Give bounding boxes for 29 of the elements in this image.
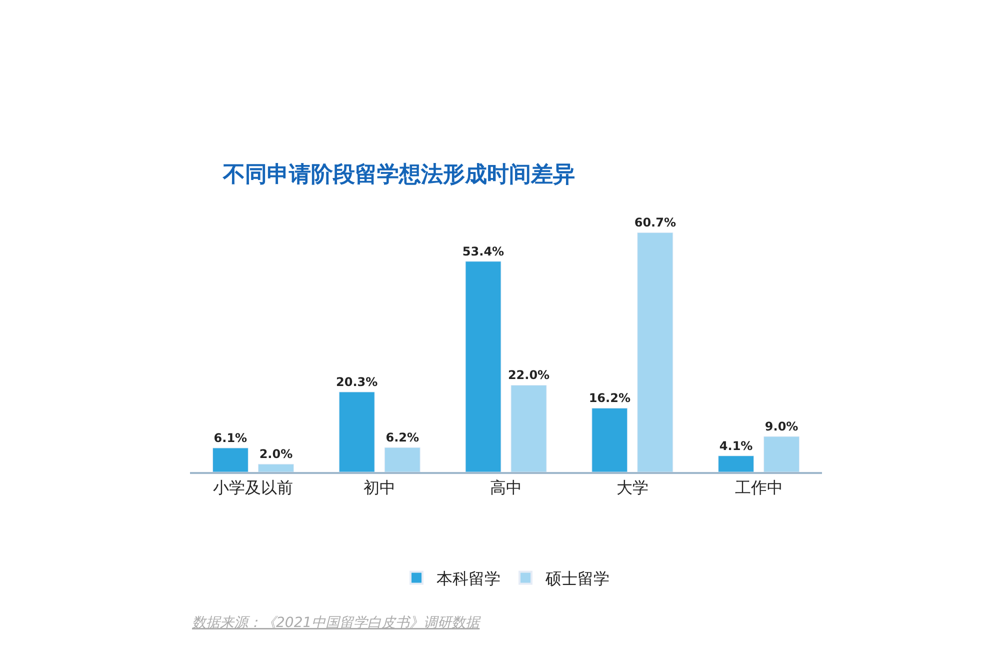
bar — [637, 232, 674, 472]
bar — [764, 436, 800, 472]
x-tick-label: 高中 — [490, 478, 522, 498]
chart-title: 不同申请阶段留学想法形成时间差异 — [222, 162, 576, 188]
x-tick-label: 大学 — [616, 478, 648, 498]
bar — [465, 261, 502, 472]
source-note: 数据来源：《2021中国留学白皮书》调研数据 — [192, 615, 482, 631]
legend-label: 硕士留学 — [544, 568, 610, 588]
data-label: 22.0% — [508, 368, 550, 382]
legend-label: 本科留学 — [436, 568, 500, 588]
bar — [384, 447, 420, 472]
bar — [592, 408, 628, 472]
bar — [510, 384, 547, 472]
bar — [258, 464, 294, 472]
data-label: 20.3% — [336, 374, 378, 389]
data-label: 9.0% — [764, 420, 798, 434]
x-tick-label: 初中 — [364, 478, 396, 498]
data-label: 4.1% — [719, 438, 753, 453]
bar — [718, 456, 754, 472]
data-label: 60.7% — [634, 216, 676, 230]
bar — [212, 448, 248, 472]
data-label: 2.0% — [259, 447, 293, 462]
data-label: 6.1% — [214, 430, 248, 445]
x-tick-label: 小学及以前 — [213, 478, 294, 498]
x-tick-label: 工作中 — [734, 478, 783, 498]
bar — [338, 392, 375, 472]
data-label: 16.2% — [588, 391, 630, 406]
data-label: 53.4% — [462, 244, 504, 258]
data-label: 6.2% — [386, 430, 419, 445]
